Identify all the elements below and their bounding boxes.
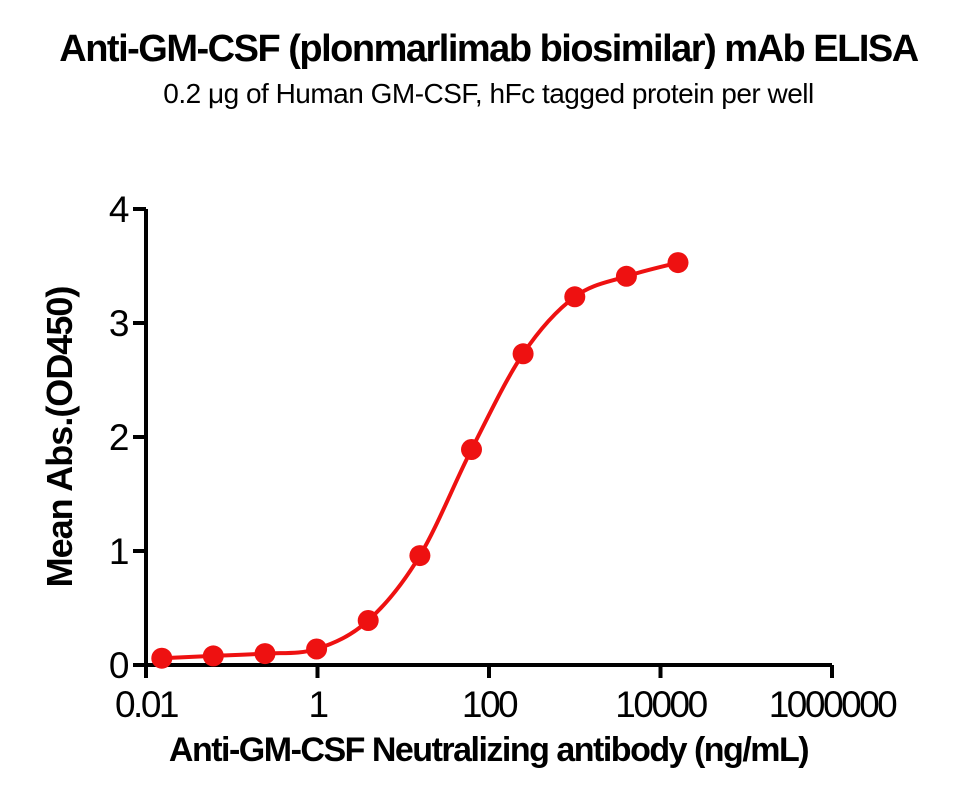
data-point	[667, 252, 689, 274]
y-tick-label: 2	[109, 417, 128, 458]
data-point	[151, 647, 173, 669]
data-point	[512, 343, 534, 365]
x-tick-label: 1000000	[769, 684, 897, 725]
data-point	[357, 610, 379, 631]
axes-spine	[144, 209, 832, 667]
x-tick-label: 1	[308, 684, 327, 725]
x-tick-label: 100	[462, 684, 518, 725]
x-tick-label: 0.01	[115, 684, 178, 725]
y-tick-label: 4	[109, 189, 129, 230]
data-point	[461, 439, 482, 460]
x-tick-label: 10000	[615, 684, 707, 725]
y-tick-label: 1	[109, 531, 128, 572]
data-point	[306, 638, 328, 660]
data-point	[564, 286, 586, 308]
data-point	[202, 645, 224, 667]
y-axis-label: Mean Abs.(OD450)	[39, 286, 80, 588]
y-tick-label: 0	[109, 645, 129, 686]
x-axis-label: Anti-GM-CSF Neutralizing antibody (ng/mL…	[168, 731, 810, 769]
data-point	[254, 643, 276, 665]
data-point	[615, 265, 637, 287]
data-point	[409, 545, 431, 567]
chart-title: Anti-GM-CSF (plonmarlimab biosimilar) mA…	[59, 28, 919, 70]
chart-subtitle: 0.2 μg of Human GM-CSF, hFc tagged prote…	[163, 78, 814, 109]
fit-curve	[161, 260, 679, 661]
y-tick-label: 3	[109, 303, 128, 344]
